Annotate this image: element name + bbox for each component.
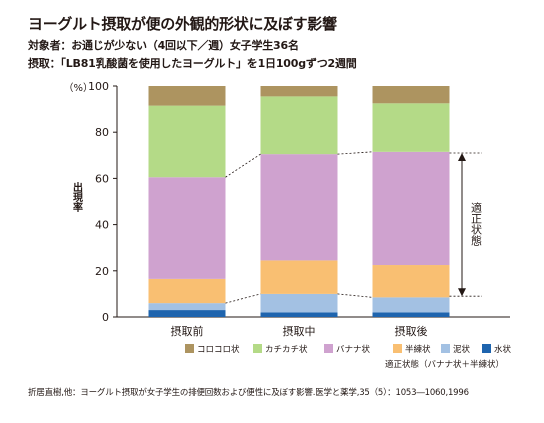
dashed-connector [337,151,373,155]
bar-segment [148,303,226,311]
bar-segment [372,103,450,152]
y-axis-label: 出現率 [71,181,83,213]
legend-swatch [185,344,194,353]
bar-segment [260,96,338,155]
legend-label: バナナ状 [336,344,371,355]
legend-swatch [324,344,333,353]
legend-label: 水状 [494,344,512,355]
bracket-arrow-up [458,152,466,161]
legend-swatch [253,344,262,353]
x-tick-label: 摂取後 [395,324,428,338]
bar-segment [260,312,338,317]
legend-label: カチカチ状 [265,344,308,355]
bar-segment [148,105,226,178]
chart-subtitle-intake: 摂取：「LB81乳酸菌を使用したヨーグルト」を1日100gずつ2週間 [28,57,357,70]
legend-swatch [441,344,450,353]
bar-segment [372,86,450,104]
dashed-connector [225,153,261,178]
dashed-connector [225,293,261,304]
citation-text: 折居直樹,他：ヨーグルト摂取が女子学生の排便回数および便性に及ぼす影響.医学と薬… [28,388,469,398]
bar-segment [372,265,450,298]
dashed-connector [337,293,373,298]
bar-segment [372,312,450,317]
chart-title: ヨーグルト摂取が便の外観的形状に及ぼす影響 [28,15,337,33]
y-unit-label: （%） [63,82,93,94]
x-tick-label: 摂取中 [283,324,316,338]
bar-segment [372,151,450,266]
y-tick-label: 20 [95,265,109,278]
y-tick-label: 40 [95,219,109,232]
legend-label: 半練状 [405,344,431,355]
chart-subtitle-subjects: 対象者：お通じが少ない（4回以下／週）女子学生36名 [28,39,299,52]
bracket-arrow-down [458,288,466,297]
legend-label: コロコロ状 [197,344,240,355]
legend-swatch [482,344,491,353]
bar-segment [260,86,338,97]
legend-note: 適正状態（バナナ状＋半練状） [385,359,504,370]
legend-label: 泥状 [453,344,471,355]
bar-segment [372,297,450,313]
bar-segment [148,310,226,317]
bar-segment [148,177,226,279]
annotation-label: 適正状態 [470,201,483,246]
bar-segment [148,278,226,304]
y-tick-label: 0 [102,311,109,324]
bar-segment [260,293,338,313]
x-tick-label: 摂取前 [171,324,204,338]
y-tick-label: 60 [95,172,109,185]
y-tick-label: 100 [88,80,109,93]
y-tick-label: 80 [95,126,109,139]
bar-segment [148,86,226,106]
bar-segment [260,260,338,294]
bar-segment [260,154,338,261]
legend-swatch [393,344,402,353]
